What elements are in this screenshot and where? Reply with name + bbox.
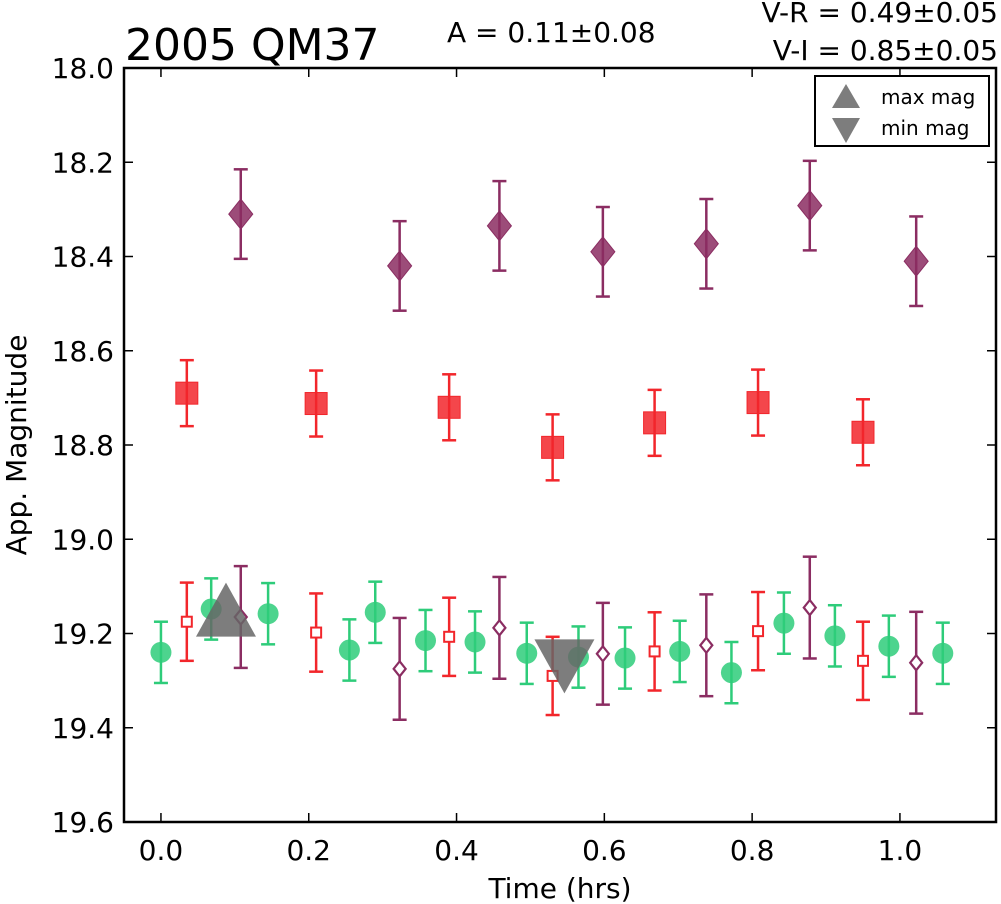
- data-point: [437, 395, 461, 419]
- y-tick-label: 18.6: [52, 335, 114, 368]
- legend-min-mag-label: min mag: [881, 116, 970, 140]
- x-tick-label: 0.8: [730, 834, 775, 867]
- y-tick-label: 18.8: [52, 429, 114, 462]
- data-point: [415, 630, 437, 652]
- data-point: [175, 381, 199, 405]
- data-point: [720, 662, 742, 684]
- series-4: [179, 581, 870, 717]
- x-tick-label: 1.0: [878, 834, 923, 867]
- series-5: [233, 555, 924, 721]
- data-point: [310, 626, 323, 639]
- data-point: [648, 645, 661, 658]
- data-point: [851, 420, 875, 444]
- y-tick-label: 18.4: [52, 241, 114, 274]
- data-point: [773, 612, 795, 634]
- data-point: [180, 615, 193, 628]
- data-point: [797, 189, 823, 222]
- data-point: [698, 636, 714, 655]
- data-point: [392, 659, 408, 679]
- axis-ticks: 0.0 0.2 0.4 0.6 0.8 1.0 18.0 18.2 18.4 18.6 18.8 19…: [52, 52, 996, 867]
- x-tick-label: 0.4: [434, 834, 479, 867]
- y-tick-label: 19.6: [52, 806, 114, 839]
- data-point: [257, 603, 279, 625]
- y-axis-label: App. Magnitude: [0, 335, 33, 556]
- data-point: [932, 642, 954, 664]
- data-point: [802, 598, 818, 617]
- x-axis-label: Time (hrs): [487, 872, 631, 904]
- data-point: [693, 227, 719, 260]
- data-point: [614, 647, 636, 669]
- data-point: [516, 642, 538, 664]
- y-tick-label: 19.4: [52, 712, 114, 745]
- data-point: [387, 250, 413, 282]
- data-point: [824, 625, 846, 647]
- plot-area: [150, 159, 954, 721]
- amplitude-label: A = 0.11±0.08: [447, 16, 656, 49]
- y-tick-label: 19.2: [52, 618, 114, 651]
- v-r-color-label: V-R = 0.49±0.05: [762, 0, 998, 29]
- min-mag-legend-marker: [832, 118, 860, 143]
- data-point: [228, 198, 254, 230]
- data-point: [491, 618, 507, 638]
- x-tick-label: 0.2: [286, 834, 331, 867]
- y-tick-label: 18.0: [52, 52, 114, 85]
- data-point: [590, 235, 616, 268]
- data-point: [903, 245, 929, 278]
- data-point: [364, 601, 386, 623]
- max-mag-marker: [195, 582, 256, 637]
- chart-title: 2005 QM37: [125, 20, 380, 71]
- max-mag-legend-marker: [832, 84, 860, 108]
- data-point: [746, 391, 770, 415]
- data-point: [856, 654, 869, 667]
- data-point: [150, 641, 172, 663]
- data-point: [338, 639, 360, 661]
- series-1: [228, 159, 929, 312]
- data-point: [595, 644, 611, 664]
- y-tick-label: 19.0: [52, 523, 114, 556]
- data-point: [878, 635, 900, 657]
- v-i-color-label: V-I = 0.85±0.05: [773, 34, 998, 67]
- x-tick-label: 0.0: [139, 834, 184, 867]
- data-point: [486, 210, 513, 242]
- data-point: [752, 625, 765, 638]
- legend-max-mag-label: max mag: [881, 85, 975, 109]
- data-point: [464, 631, 486, 653]
- legend: max mag min mag: [814, 75, 990, 147]
- data-point: [443, 630, 456, 643]
- x-tick-label: 0.6: [582, 834, 627, 867]
- data-point: [643, 411, 667, 435]
- data-point: [669, 640, 691, 662]
- data-point: [908, 653, 924, 672]
- series-2: [175, 358, 875, 482]
- data-point: [304, 392, 328, 416]
- data-point: [541, 435, 565, 459]
- y-tick-label: 18.2: [52, 146, 114, 179]
- min-mag-marker: [534, 639, 595, 694]
